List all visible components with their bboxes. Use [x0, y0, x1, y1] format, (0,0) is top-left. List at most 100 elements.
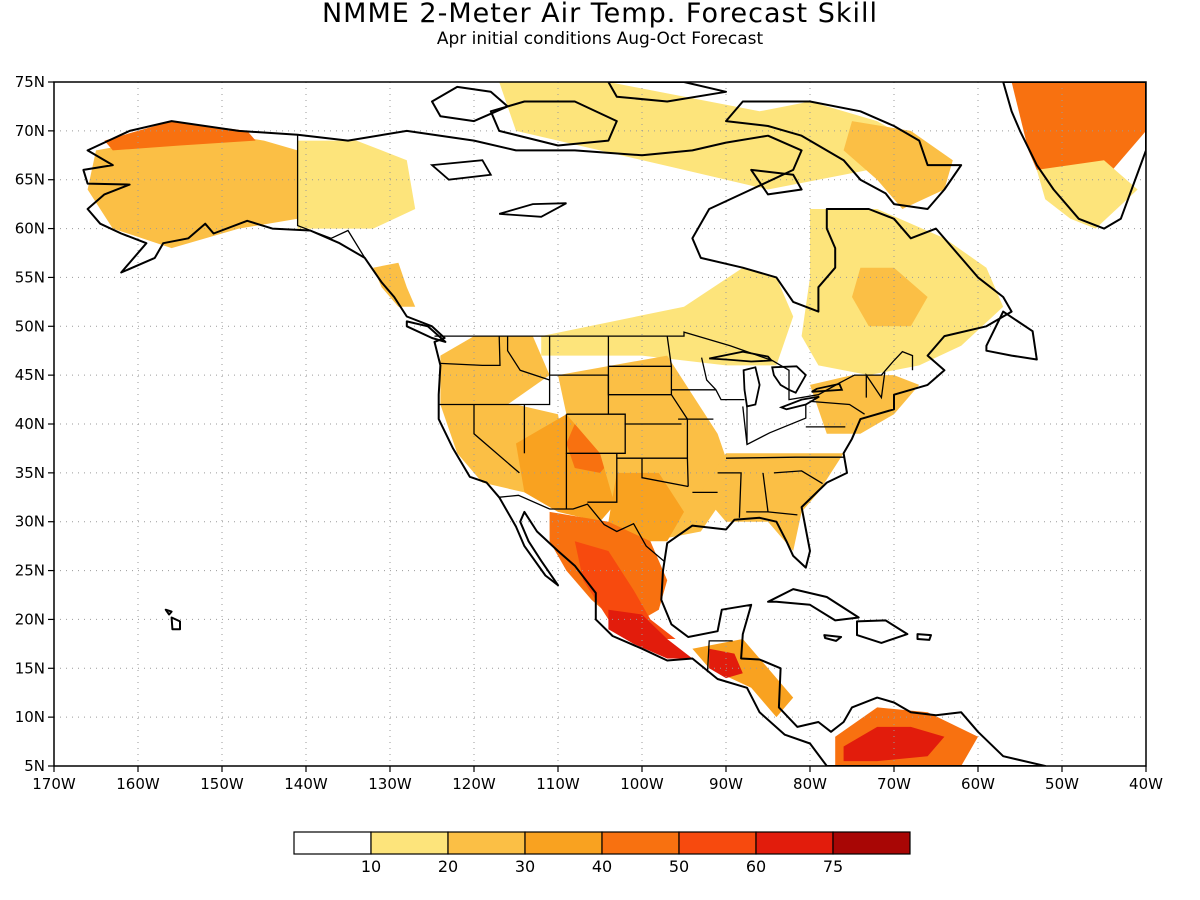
- x-tick-label: 170W: [32, 775, 76, 793]
- skill-region-bc-coast: [373, 262, 416, 307]
- axis-layer: 170W 160W 150W 140W 130W 120W 110W 100W 90W 80W 70…: [15, 73, 1163, 793]
- skill-region-great-plains: [558, 355, 735, 542]
- y-tick-label: 55N: [15, 268, 45, 286]
- skill-region-southeast: [700, 453, 844, 551]
- x-tick-label: 40W: [1129, 775, 1163, 793]
- border-us-canada: [434, 331, 914, 401]
- skill-region-venezuela-core: [843, 726, 945, 762]
- y-tick-label: 60N: [15, 220, 45, 238]
- coastline-layer: [82, 82, 1146, 766]
- border-state-line-nv: [473, 404, 520, 474]
- skill-region-yukon: [297, 140, 416, 229]
- skill-region-guatemala: [709, 648, 743, 679]
- coastline-vancouver-island: [405, 320, 447, 343]
- lake-lake-ontario: [811, 382, 844, 393]
- colorbar-swatch: [755, 831, 834, 855]
- y-tick-label: 40N: [15, 415, 45, 433]
- x-tick-label: 140W: [284, 775, 328, 793]
- coastline-banks-island: [431, 85, 509, 123]
- skill-region-texas-core: [608, 472, 684, 542]
- colorbar-label: 75: [823, 857, 843, 876]
- colorbar-label: 40: [592, 857, 612, 876]
- coastline-north-america: [82, 120, 1047, 766]
- coastline-newfoundland: [985, 310, 1038, 361]
- chart-title: NMME 2-Meter Air Temp. Forecast Skill: [321, 0, 879, 29]
- colorbar-label: 60: [746, 857, 766, 876]
- border-state-line-dakotas: [607, 336, 673, 396]
- colorbar-swatch: [832, 831, 911, 855]
- border-state-line-or-wa: [440, 336, 501, 367]
- skill-region-greenland-south: [1036, 160, 1138, 229]
- border-state-lines-west: [474, 336, 551, 406]
- coastline-cuba: [767, 588, 860, 622]
- x-tick-label: 150W: [200, 775, 244, 793]
- colorbar-label: 20: [438, 857, 458, 876]
- x-tick-label: 110W: [536, 775, 580, 793]
- x-tick-label: 100W: [620, 775, 664, 793]
- lake-lake-erie: [778, 395, 820, 411]
- border-state-line-ohio: [742, 404, 807, 446]
- x-tick-label: 70W: [877, 775, 911, 793]
- y-tick-label: 5N: [24, 757, 45, 775]
- y-tick-label: 30N: [15, 513, 45, 531]
- y-tick-label: 15N: [15, 659, 45, 677]
- border-state-line-ok-tx: [641, 458, 689, 488]
- y-tick-label: 75N: [15, 73, 45, 91]
- border-state-line-nm2: [587, 453, 618, 503]
- y-tick-label: 70N: [15, 122, 45, 140]
- skill-region-mexico-core: [574, 541, 676, 639]
- coastline-victoria-island: [489, 100, 618, 147]
- coastline-puerto-rico: [916, 633, 932, 641]
- chart-subtitle: Apr initial conditions Aug-Oct Forecast: [436, 29, 764, 49]
- border-state-line-co: [565, 413, 626, 454]
- coastline-queen-elizabeth: [607, 82, 727, 103]
- border-state-line-ms: [717, 472, 742, 518]
- y-tick-label: 35N: [15, 464, 45, 482]
- skill-region-alaska: [87, 130, 298, 249]
- y-tick-label: 25N: [15, 562, 45, 580]
- border-alaska-yukon: [296, 134, 366, 259]
- colorbar-swatch: [524, 831, 603, 855]
- lake-great-bear-lake: [429, 159, 493, 181]
- skill-region-ontario-prairies: [541, 267, 794, 366]
- skill-region-baffin: [843, 121, 953, 209]
- border-state-line-ga-fl: [767, 511, 798, 516]
- border-us-mexico: [498, 494, 666, 563]
- skill-region-quebec-inner: [852, 267, 928, 327]
- y-tick-label: 45N: [15, 366, 45, 384]
- border-state-line-ny-pa: [811, 400, 865, 415]
- colorbar: 10 20 30 40 50 60 75: [293, 831, 911, 876]
- y-tick-label: 20N: [15, 610, 45, 628]
- lake-lake-huron: [771, 365, 807, 394]
- colorbar-label: 30: [515, 857, 535, 876]
- border-mexico-guatemala: [706, 640, 733, 673]
- lake-lake-michigan: [742, 366, 761, 408]
- colorbar-swatch: [678, 831, 757, 855]
- border-state-line-nh-vt: [865, 372, 886, 400]
- x-tick-label: 50W: [1045, 775, 1079, 793]
- colorbar-swatch: [370, 831, 449, 855]
- y-tick-label: 65N: [15, 171, 45, 189]
- x-tick-label: 80W: [793, 775, 827, 793]
- border-state-line-id-mt: [506, 336, 550, 381]
- x-tick-label: 60W: [961, 775, 995, 793]
- x-tick-label: 90W: [709, 775, 743, 793]
- skill-region-arctic-islands: [499, 82, 911, 190]
- colorbar-swatch: [293, 831, 372, 855]
- colorbar-swatch: [601, 831, 680, 855]
- lake-great-slave-lake: [498, 202, 567, 218]
- skill-shading-layer: [87, 82, 1146, 766]
- coastline-hawaii-big: [170, 616, 181, 631]
- coastline-jamaica: [823, 634, 843, 642]
- skill-region-mexico-south: [608, 609, 693, 659]
- x-tick-label: 160W: [116, 775, 160, 793]
- y-tick-label: 10N: [15, 708, 45, 726]
- skill-region-pacific-nw: [440, 336, 550, 405]
- colorbar-label: 10: [361, 857, 381, 876]
- coastline-greenland: [1002, 82, 1146, 230]
- border-layer: [296, 134, 914, 673]
- y-tick-label: 50N: [15, 317, 45, 335]
- border-state-line-nc-sc: [773, 470, 823, 485]
- coastline-hawaii-maui: [164, 608, 173, 616]
